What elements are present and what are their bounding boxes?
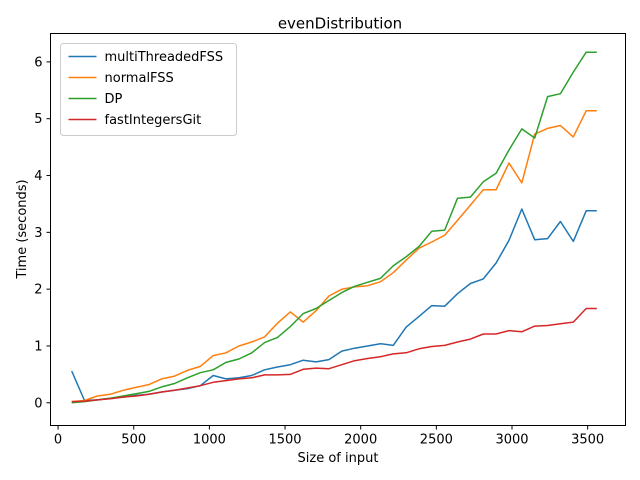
legend-label-DP: DP bbox=[105, 92, 123, 107]
legend: multiThreadedFSS normalFSS DP fastIntegersG… bbox=[60, 43, 237, 136]
y-tick-label: 3 bbox=[34, 226, 42, 241]
x-tick-label: 1500 bbox=[268, 433, 301, 448]
x-tick-label: 1000 bbox=[193, 433, 226, 448]
series-line-DP bbox=[71, 51, 597, 404]
legend-box bbox=[60, 43, 237, 136]
y-tick-label: 4 bbox=[34, 169, 42, 184]
y-tick-label: 0 bbox=[34, 396, 42, 411]
legend-label-multiThreadedFSS: multiThreadedFSS bbox=[105, 50, 224, 65]
y-tick-label: 2 bbox=[34, 283, 42, 298]
x-tick-label: 3000 bbox=[495, 433, 528, 448]
y-tick-label: 5 bbox=[34, 112, 42, 127]
y-axis: 0 1 2 3 4 5 6 bbox=[34, 55, 51, 411]
y-axis-label: Time (seconds) bbox=[15, 179, 30, 279]
plot-frame bbox=[50, 33, 626, 426]
series-lines bbox=[71, 51, 597, 404]
series-line-multiThreadedFSS bbox=[71, 208, 597, 402]
x-tick-label: 3500 bbox=[571, 433, 604, 448]
x-axis: 0 500 1000 1500 2000 2500 3000 3500 bbox=[54, 425, 604, 448]
series-line-normalFSS bbox=[71, 110, 597, 403]
x-tick-label: 500 bbox=[121, 433, 146, 448]
legend-label-fastIntegersGit: fastIntegersGit bbox=[105, 113, 202, 128]
x-tick-label: 0 bbox=[54, 433, 62, 448]
x-tick-label: 2000 bbox=[344, 433, 377, 448]
y-tick-label: 1 bbox=[34, 339, 42, 354]
y-tick-label: 6 bbox=[34, 55, 42, 70]
legend-label-normalFSS: normalFSS bbox=[105, 71, 174, 86]
x-tick-label: 2500 bbox=[420, 433, 453, 448]
chart-title: evenDistribution bbox=[278, 15, 402, 33]
series-line-fastIntegersGit bbox=[71, 307, 597, 403]
x-axis-label: Size of input bbox=[298, 451, 379, 466]
